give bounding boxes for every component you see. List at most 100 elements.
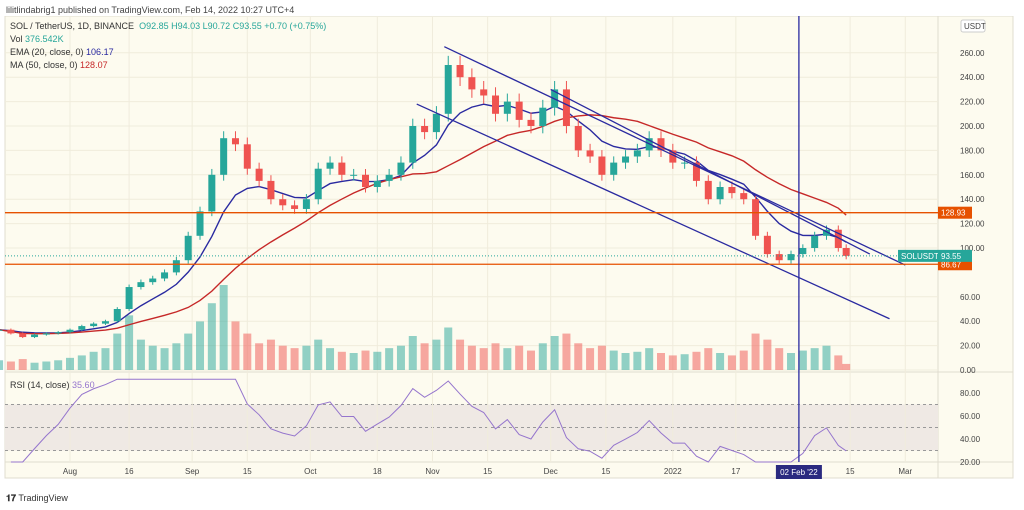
volume-bar <box>290 348 299 370</box>
volume-bar <box>727 355 736 370</box>
candle-body <box>622 156 630 163</box>
rsi-label: RSI (14, close) <box>10 380 70 390</box>
symbol-badge <box>898 249 938 262</box>
volume-bar <box>810 348 819 370</box>
level-price-label: 128.93 <box>941 209 966 218</box>
x-tick-label: Aug <box>63 467 77 476</box>
open-value: O92.85 <box>139 21 169 31</box>
volume-bar <box>479 348 488 370</box>
candle-body <box>657 138 665 151</box>
crosshair-date-badge <box>775 465 822 479</box>
volume-bar <box>716 353 725 370</box>
volume-bar <box>526 350 535 370</box>
vol-label: Vol <box>10 34 23 44</box>
candle-body <box>728 187 736 194</box>
candle-body <box>66 329 74 333</box>
volume-bar <box>775 348 784 370</box>
ema-legend: EMA (20, close, 0) 106.17 <box>10 47 114 57</box>
ema-label: EMA (20, close, 0) <box>10 47 84 57</box>
ma-label: MA (50, close, 0) <box>10 60 78 70</box>
candle-body <box>444 65 452 114</box>
volume-bar <box>243 333 252 370</box>
volume-bar <box>326 348 335 370</box>
volume-bar <box>196 321 205 370</box>
volume-bar <box>373 351 382 370</box>
candle-body <box>409 126 417 163</box>
candle-body <box>842 248 850 256</box>
symbol-name: SOL / TetherUS, 1D, BINANCE <box>10 21 135 31</box>
candle-body <box>421 126 429 133</box>
y-tick-label: 100.00 <box>960 244 985 253</box>
volume-bar <box>574 343 583 370</box>
candle-body <box>231 138 239 145</box>
y-tick-label: 240.00 <box>960 73 985 82</box>
candle-body <box>586 150 594 157</box>
candle-body <box>385 174 393 181</box>
candle-body <box>267 180 275 200</box>
volume-bar <box>278 345 287 370</box>
candle-body <box>480 89 488 96</box>
volume-bar <box>787 353 796 370</box>
volume-bar <box>66 357 74 370</box>
candle-body <box>31 334 39 338</box>
volume-bar <box>89 351 98 370</box>
crosshair-date-label: 02 Feb '22 <box>780 468 818 477</box>
rsi-tick-label: 40.00 <box>960 435 981 444</box>
candle-body <box>503 101 511 114</box>
volume-bar <box>503 348 512 370</box>
volume-bar <box>515 345 524 370</box>
volume-bar <box>125 315 134 370</box>
x-tick-label: 2022 <box>664 467 682 476</box>
candle-body <box>574 126 582 151</box>
rsi-band <box>5 404 938 451</box>
price-chart[interactable]: 260.00240.00220.00200.00180.00160.00140.… <box>0 16 1024 494</box>
low-value: L90.72 <box>202 21 231 31</box>
volume-bar <box>101 348 110 370</box>
x-tick-label: 18 <box>373 467 382 476</box>
volume-bar <box>54 360 63 370</box>
chart-background <box>4 16 1014 479</box>
volume-bar <box>657 353 665 370</box>
trend-line <box>444 46 906 266</box>
trend-line <box>416 103 890 320</box>
volume-bar <box>798 350 807 370</box>
volume-bar <box>385 348 394 370</box>
currency-button[interactable] <box>960 19 986 33</box>
candle-body <box>291 205 299 209</box>
rsi-value: 35.60 <box>72 380 95 390</box>
vol-value: 376.542K <box>25 34 64 44</box>
candle-body <box>763 235 771 255</box>
tradingview-logo[interactable]: 𝟏𝟕 TradingView <box>6 493 68 503</box>
volume-bar <box>704 348 713 370</box>
volume-bar <box>349 353 358 370</box>
candle-body <box>811 235 819 248</box>
ma-line <box>0 114 847 335</box>
volume-bar <box>621 353 630 370</box>
candle-body <box>834 229 842 248</box>
candle-body <box>19 333 27 338</box>
volume-bar <box>633 351 642 370</box>
candle-body <box>740 193 748 200</box>
volume-bar <box>337 351 346 370</box>
volume-bar <box>550 336 559 370</box>
candle-body <box>7 329 15 334</box>
publisher-info: lilitlindabrig1 published on TradingView… <box>6 5 295 15</box>
candle-body <box>326 162 334 169</box>
volume-bar <box>668 355 677 370</box>
candle-body <box>527 119 535 126</box>
volume-bar <box>207 303 216 370</box>
volume-bar <box>18 359 27 370</box>
volume-bar <box>136 339 145 370</box>
volume-bar <box>42 361 51 370</box>
level-price-badge <box>938 206 972 219</box>
volume-bar <box>6 361 15 370</box>
candle-body <box>397 162 405 175</box>
candle-body <box>704 180 712 200</box>
rsi-tick-label: 20.00 <box>960 458 981 467</box>
volume-bar <box>113 333 122 370</box>
symbol-legend: SOL / TetherUS, 1D, BINANCE O92.85 H94.0… <box>10 21 326 31</box>
volume-bar <box>408 336 417 370</box>
y-tick-label: 160.00 <box>960 171 985 180</box>
candle-body <box>42 333 50 335</box>
candle-body <box>161 272 169 279</box>
